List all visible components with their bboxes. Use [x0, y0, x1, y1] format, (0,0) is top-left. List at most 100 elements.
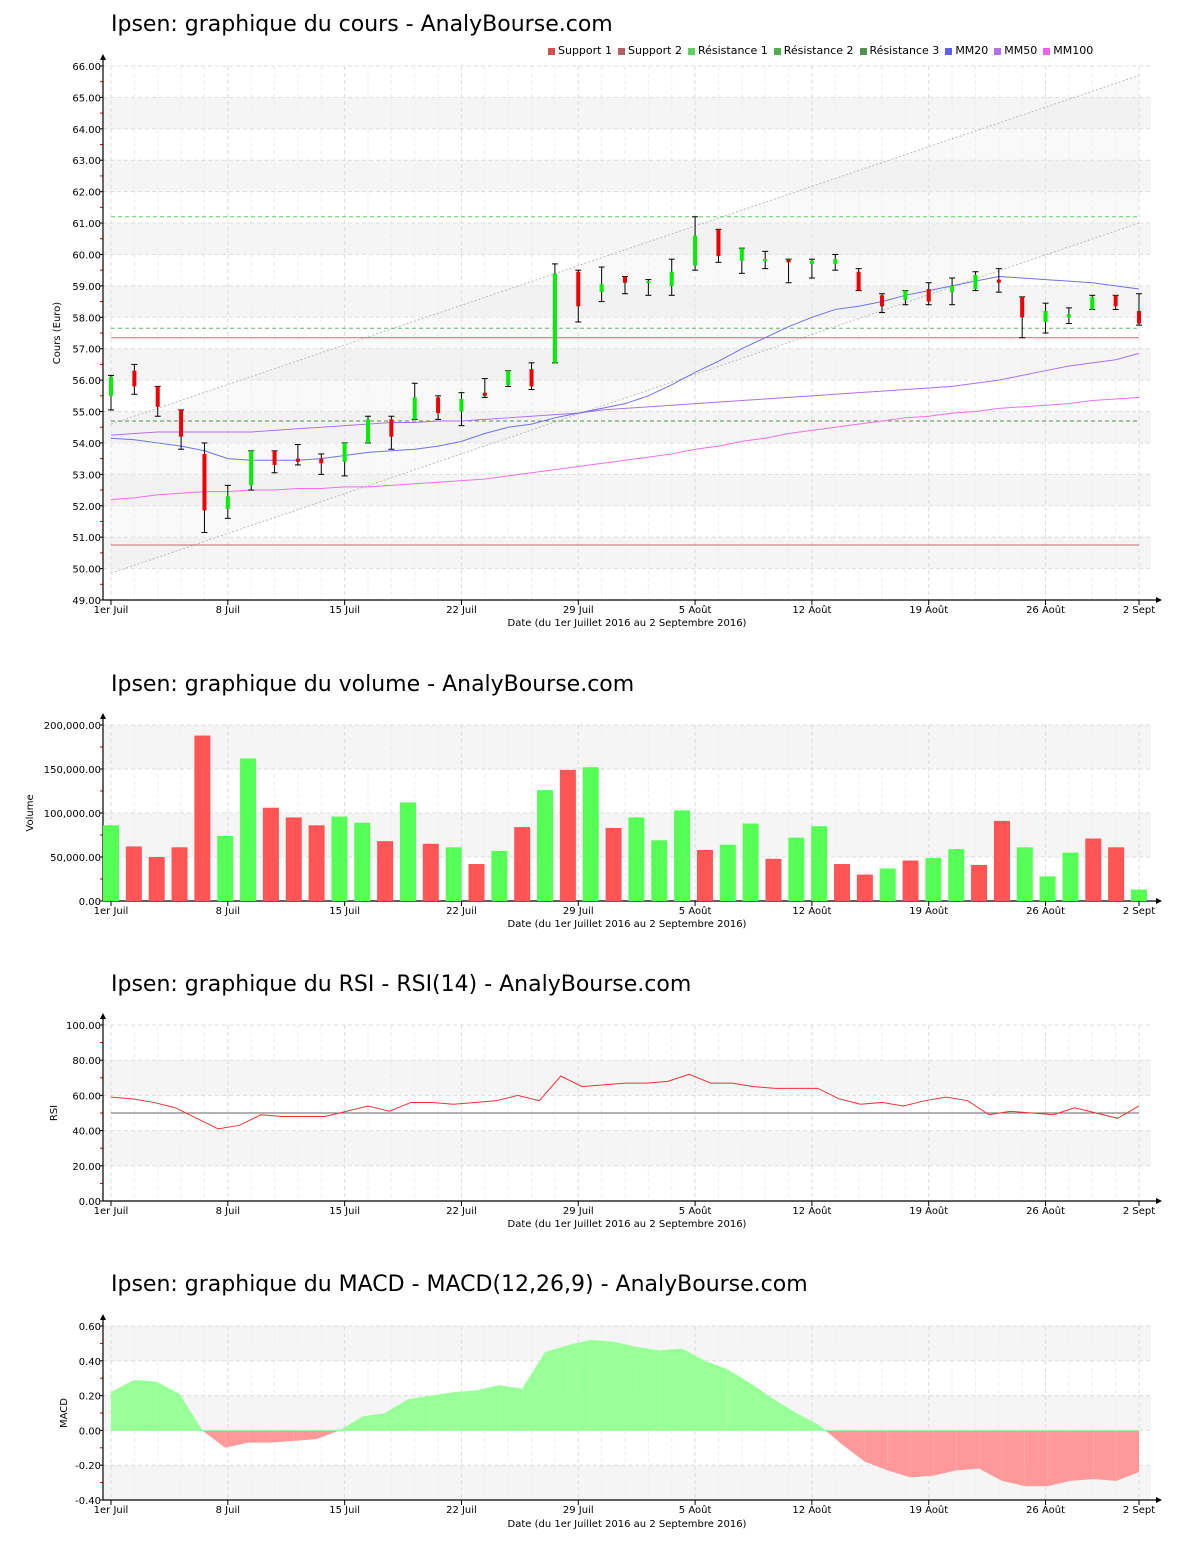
- x-tick-label: 2 Sept: [1123, 906, 1155, 917]
- candle-body-up: [366, 419, 370, 443]
- macd-area-negative: [316, 1430, 340, 1440]
- x-tick-label: 12 Août: [792, 1205, 831, 1217]
- volume-bar-up: [491, 850, 508, 901]
- x-axis-label: Date (du 1er Juillet 2016 au 2 Septembre…: [508, 919, 747, 930]
- candle-body-down: [295, 458, 300, 462]
- x-tick-label: 8 Juil: [216, 605, 240, 616]
- macd-area-negative: [825, 1430, 843, 1445]
- volume-bar-down: [125, 846, 142, 901]
- volume-bar-up: [788, 837, 805, 901]
- volume-bar-up: [811, 826, 828, 901]
- y-tick-label: 200,000.00: [44, 721, 101, 732]
- candle-body-down: [389, 419, 394, 437]
- legend-support-1: Support 1: [548, 44, 612, 57]
- x-tick-label: 8 Juil: [216, 1505, 240, 1516]
- volume-bar-up: [103, 825, 119, 901]
- volume-bar-down: [971, 864, 988, 901]
- volume-bar-down: [856, 874, 873, 901]
- candle-body-up: [809, 260, 814, 264]
- x-tick-label: 12 Août: [792, 905, 831, 917]
- legend-support-2: Support 2: [617, 44, 682, 57]
- macd-area-positive: [453, 1390, 477, 1431]
- candle-body-up: [1043, 311, 1048, 323]
- candle-body-down: [319, 458, 324, 464]
- volume-bar-down: [308, 825, 325, 901]
- x-axis-label: Date (du 1er Juillet 2016 au 2 Septembre…: [508, 618, 747, 629]
- volume-bar-up: [628, 817, 645, 901]
- macd-area-negative: [1001, 1430, 1025, 1487]
- y-axis-arrow-icon: [100, 1314, 106, 1320]
- y-tick-label: -0.20: [75, 1461, 101, 1472]
- x-tick-label: 22 Juil: [446, 605, 477, 616]
- macd-area-negative: [248, 1430, 271, 1443]
- y-tick-label: 20.00: [72, 1162, 101, 1173]
- mm100-line: [110, 396, 1140, 500]
- candle-body-down: [926, 289, 931, 302]
- y-tick-label: 62.00: [72, 188, 101, 199]
- x-tick-label: 15 Juil: [329, 1505, 360, 1516]
- rsi-chart-title: Ipsen: graphique du RSI - RSI(14) - Anal…: [111, 972, 692, 997]
- x-tick-label: 22 Juil: [446, 1505, 477, 1516]
- y-tick-label: 58.00: [72, 313, 101, 324]
- y-tick-label: 64.00: [72, 125, 101, 136]
- candle-body-up: [1090, 296, 1095, 310]
- grid-band: [104, 348, 1151, 381]
- x-tick-label: 2 Sept: [1123, 1206, 1155, 1217]
- macd-area-negative: [933, 1430, 957, 1476]
- volume-bar-up: [1131, 889, 1147, 901]
- x-tick-label: 1er Juil: [94, 605, 129, 616]
- rsi-chart-panel: Ipsen: graphique du RSI - RSI(14) - Anal…: [0, 940, 1200, 1240]
- grid-band: [104, 1060, 1151, 1096]
- candle-body-down: [996, 279, 1001, 283]
- volume-bar-down: [194, 735, 211, 901]
- x-tick-label: 8 Juil: [216, 1206, 240, 1217]
- legend-swatch-icon: [548, 47, 555, 55]
- candle-body-down: [202, 453, 207, 511]
- volume-bar-down: [993, 820, 1010, 901]
- y-tick-label: 63.00: [72, 156, 101, 167]
- macd-area-negative: [1024, 1430, 1048, 1487]
- volume-bar-up: [719, 844, 736, 901]
- volume-bar-up: [948, 849, 965, 901]
- y-tick-label: 53.00: [72, 470, 101, 481]
- x-tick-label: 26 Août: [1026, 604, 1065, 616]
- volume-bar-up: [1039, 876, 1056, 901]
- y-tick-label: 52.00: [72, 502, 101, 513]
- macd-area-negative: [1116, 1430, 1139, 1481]
- macd-area-positive: [613, 1341, 637, 1431]
- legend-swatch-icon: [687, 47, 695, 55]
- volume-bar-up: [1016, 847, 1033, 901]
- candle-body-down: [786, 259, 791, 263]
- x-tick-label: 15 Juil: [329, 1206, 360, 1217]
- y-tick-label: 51.00: [72, 533, 101, 544]
- volume-bar-up: [217, 835, 234, 901]
- mm50-line: [110, 352, 1140, 436]
- macd-area-negative: [956, 1430, 980, 1471]
- volume-bar-up: [925, 857, 942, 901]
- x-tick-label: 1er Juil: [94, 906, 129, 917]
- y-axis-label: RSI: [49, 1105, 60, 1121]
- volume-chart-title: Ipsen: graphique du volume - AnalyBourse…: [111, 672, 635, 697]
- price-chart-plot: 1er Juil 8 Juil 15 Juil 22 Juil 29 Juil 5 Aoû…: [52, 54, 1162, 629]
- candle-body-up: [693, 235, 698, 266]
- y-tick-label: 0.00: [79, 1426, 101, 1437]
- y-tick-label: 50,000.00: [50, 853, 101, 864]
- candle-body-down: [623, 276, 627, 283]
- volume-bar-down: [148, 857, 165, 901]
- y-tick-label: 100,000.00: [44, 809, 101, 820]
- rsi-line: [110, 1073, 1140, 1130]
- macd-area-positive: [407, 1395, 431, 1431]
- candle-body-up: [225, 496, 230, 509]
- trend-channel: [111, 75, 1139, 574]
- macd-area-positive: [133, 1379, 157, 1431]
- legend-resistance-2: Résistance 2: [773, 44, 854, 57]
- macd-chart-panel: Ipsen: graphique du MACD - MACD(12,26,9)…: [0, 1240, 1200, 1550]
- y-tick-label: 61.00: [72, 219, 101, 230]
- candle-body-down: [155, 386, 160, 407]
- candle-body-down: [436, 397, 441, 414]
- x-tick-label: 29 Juil: [563, 1206, 594, 1217]
- candle-body-down: [1020, 296, 1025, 318]
- volume-bar-down: [605, 827, 622, 901]
- y-tick-label: 54.00: [72, 439, 101, 450]
- grid-band: [104, 725, 1151, 769]
